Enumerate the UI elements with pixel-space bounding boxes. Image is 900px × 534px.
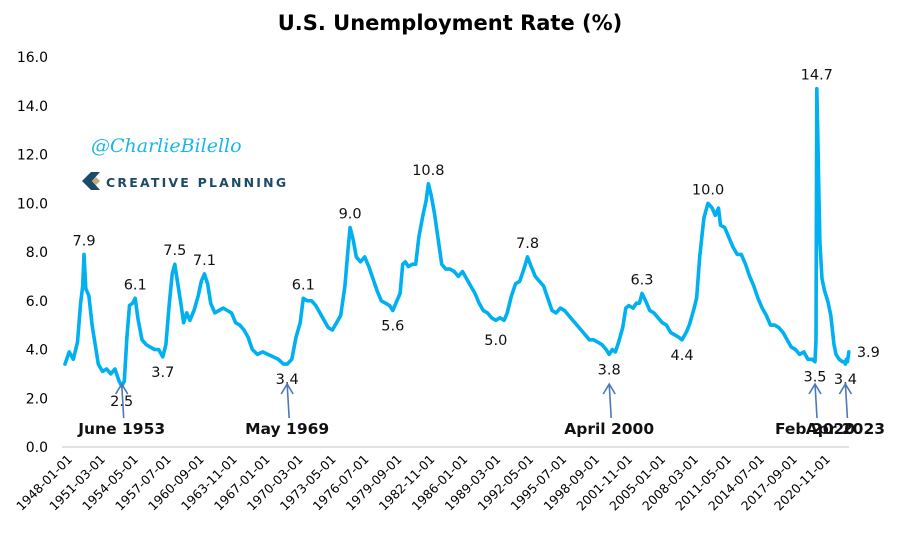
data-label: 3.8 <box>598 362 621 378</box>
y-tick-label: 16.0 <box>17 50 48 66</box>
data-label: 7.5 <box>163 243 186 259</box>
data-label: 9.0 <box>339 207 362 223</box>
y-tick-label: 10.0 <box>17 196 48 212</box>
annotation-label: Feb 2020 <box>775 420 855 438</box>
y-axis: 0.0 2.0 4.0 6.0 8.0 10.0 12.0 14.0 16.0 <box>17 50 48 456</box>
data-label: 14.7 <box>801 68 833 84</box>
data-label: 6.3 <box>630 272 653 288</box>
y-tick-label: 12.0 <box>17 148 48 164</box>
author-handle: @CharlieBilello <box>91 135 242 157</box>
data-label: 3.4 <box>276 372 299 388</box>
data-label: 6.1 <box>292 277 315 293</box>
data-label: 7.1 <box>193 253 216 269</box>
data-label: 6.1 <box>124 277 147 293</box>
y-tick-label: 6.0 <box>26 294 48 310</box>
y-tick-label: 0.0 <box>26 440 48 456</box>
data-label: 3.7 <box>151 365 174 381</box>
data-label: 5.6 <box>381 319 404 335</box>
company-name: CREATIVE PLANNING <box>106 175 288 190</box>
chart-title: U.S. Unemployment Rate (%) <box>278 11 623 35</box>
annotation-label: June 1953 <box>77 420 165 438</box>
data-label: 4.4 <box>671 348 694 364</box>
data-label: 2.5 <box>110 394 133 410</box>
annotation-label: Apr 2023 <box>806 420 885 438</box>
y-tick-label: 4.0 <box>26 343 48 359</box>
y-tick-label: 8.0 <box>26 245 48 261</box>
data-label: 3.4 <box>834 372 857 388</box>
annotation-arrow-icon <box>280 382 294 419</box>
branding: @CharlieBilello CREATIVE PLANNING <box>82 135 288 190</box>
y-tick-label: 2.0 <box>26 391 48 407</box>
x-axis: 1948-01-011951-03-011954-05-011957-07-01… <box>13 452 833 514</box>
annotation-arrow-icon <box>808 382 822 419</box>
y-tick-label: 14.0 <box>17 99 48 115</box>
annotation-arrow-icon <box>602 382 616 419</box>
annotation-label: April 2000 <box>564 420 654 438</box>
data-label: 7.8 <box>516 236 539 252</box>
series-line-unemployment-rate <box>63 86 851 388</box>
data-labels: 7.9 2.5 6.1 3.7 7.5 7.1 3.4 6.1 9.0 5.6 10.8 5.0 7.8… <box>73 68 880 410</box>
data-label: 3.9 <box>857 345 880 361</box>
creative-planning-logo-icon <box>82 172 100 190</box>
data-label: 10.0 <box>692 182 724 198</box>
data-label: 7.9 <box>73 233 96 249</box>
data-label: 5.0 <box>484 333 507 349</box>
annotation-arrow-icon <box>115 382 129 419</box>
annotation-arrow-icon <box>838 382 853 419</box>
data-label: 3.5 <box>803 370 826 386</box>
annotation-label: May 1969 <box>245 420 329 438</box>
data-label: 10.8 <box>412 163 444 179</box>
